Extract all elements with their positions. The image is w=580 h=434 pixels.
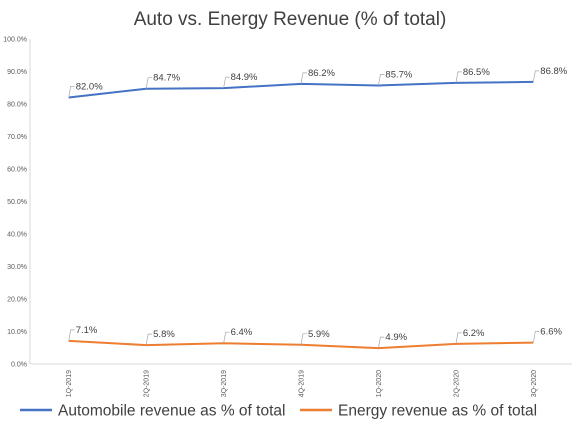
legend-label: Energy revenue as % of total bbox=[338, 403, 537, 420]
data-label-leader bbox=[300, 333, 307, 345]
data-label: 84.7% bbox=[153, 73, 180, 84]
y-tick-label: 70.0% bbox=[7, 134, 27, 141]
y-tick-label: 80.0% bbox=[7, 102, 27, 109]
series-line bbox=[68, 80, 534, 99]
x-tick-label: 2Q-2020 bbox=[453, 370, 460, 397]
data-label: 6.2% bbox=[463, 328, 485, 339]
data-label: 86.2% bbox=[308, 68, 335, 79]
x-tick-label: 4Q-2019 bbox=[299, 370, 306, 397]
x-axis: 1Q-2019 2Q-2019 3Q-2019 4Q-2019 1Q-2020 2Q-20… bbox=[30, 363, 572, 397]
data-label-leader bbox=[532, 70, 540, 82]
data-label: 4.9% bbox=[385, 332, 407, 343]
data-label: 82.0% bbox=[76, 82, 103, 93]
x-tick-label: 3Q-2020 bbox=[531, 370, 538, 397]
data-label-leader bbox=[378, 74, 385, 86]
series-layer: 82.0% 84.7% 84.9% 86.2% 85.7% 86.5% 86.8% 7.1% 5… bbox=[68, 66, 568, 350]
data-label-leader bbox=[378, 336, 385, 349]
x-tick-label: 2Q-2019 bbox=[144, 370, 151, 397]
y-tick-label: 50.0% bbox=[7, 199, 27, 206]
x-tick-label: 3Q-2019 bbox=[221, 370, 228, 397]
y-tick-label: 20.0% bbox=[7, 297, 27, 304]
data-label: 85.7% bbox=[385, 69, 412, 80]
data-label-leader bbox=[145, 77, 153, 89]
y-tick-label: 100.0% bbox=[3, 37, 27, 44]
chart-title: Auto vs. Energy Revenue (% of total) bbox=[134, 9, 447, 30]
y-tick-label: 0.0% bbox=[11, 362, 27, 369]
data-label: 6.4% bbox=[231, 327, 253, 338]
data-label: 7.1% bbox=[76, 325, 98, 336]
y-tick-label: 40.0% bbox=[7, 232, 27, 239]
data-label: 86.5% bbox=[463, 67, 490, 78]
data-label: 5.9% bbox=[308, 329, 330, 340]
y-axis: 0.0% 10.0% 20.0% 30.0% 40.0% 50.0% 60.0% 70.0% 8… bbox=[3, 37, 31, 369]
data-label-leader bbox=[68, 86, 75, 98]
data-label-leader bbox=[455, 332, 462, 344]
data-label-leader bbox=[455, 71, 462, 83]
x-tick-label: 1Q-2019 bbox=[66, 370, 73, 397]
y-tick-label: 60.0% bbox=[7, 167, 27, 174]
data-label-leader bbox=[223, 331, 230, 344]
data-label-leader bbox=[300, 72, 307, 84]
legend: Automobile revenue as % of total Energy r… bbox=[20, 403, 537, 420]
data-label-leader bbox=[68, 329, 75, 341]
data-label: 84.9% bbox=[231, 72, 258, 83]
y-tick-label: 90.0% bbox=[7, 69, 27, 76]
series-energy: 7.1% 5.8% 6.4% 5.9% 4.9% 6.2% 6.6% bbox=[68, 325, 562, 350]
data-label-leader bbox=[223, 76, 230, 89]
data-label-leader bbox=[145, 333, 153, 346]
legend-item: Automobile revenue as % of total bbox=[20, 403, 285, 420]
data-label: 86.8% bbox=[540, 66, 567, 77]
data-label: 6.6% bbox=[540, 327, 562, 338]
y-tick-label: 30.0% bbox=[7, 264, 27, 271]
data-label-leader bbox=[532, 331, 540, 343]
x-tick-label: 1Q-2020 bbox=[376, 370, 383, 397]
data-label: 5.8% bbox=[153, 329, 175, 340]
legend-label: Automobile revenue as % of total bbox=[58, 403, 285, 420]
series-automobile: 82.0% 84.7% 84.9% 86.2% 85.7% 86.5% 86.8% bbox=[68, 66, 568, 99]
legend-item: Energy revenue as % of total bbox=[300, 403, 537, 420]
y-tick-label: 10.0% bbox=[7, 329, 27, 336]
